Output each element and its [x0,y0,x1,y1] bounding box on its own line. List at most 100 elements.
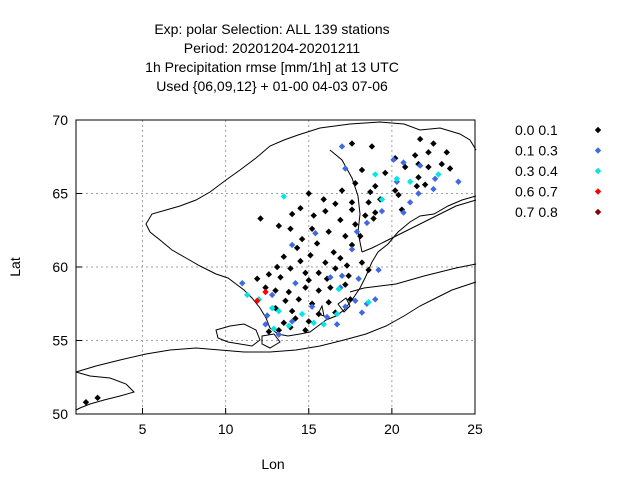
station-point [347,296,354,303]
station-point [416,162,424,169]
station-point [382,169,389,177]
x-axis-label: Lon [261,456,284,472]
title-line: 1h Precipitation rmse [mm/1h] at 13 UTC [145,59,399,75]
station-point [400,209,407,216]
station-point [413,182,421,190]
station-point [446,165,454,172]
station-point [302,269,309,277]
station-point [415,190,422,197]
station-point [372,171,379,178]
axis-ticks: 5 10 15 20 25 50 55 60 65 70 [52,112,483,437]
station-point [406,178,414,185]
station-point [372,296,379,303]
station-point [335,285,342,293]
station-point [275,327,283,334]
station-point [308,303,316,310]
x-tick-label: 25 [467,421,483,437]
y-tick-label: 70 [52,112,68,128]
station-point [280,193,288,200]
station-point [312,229,319,237]
station-point [455,178,462,185]
station-point [288,210,296,218]
station-point [352,221,359,228]
station-point [348,140,356,147]
station-point [268,291,276,299]
station-point [320,196,327,203]
station-point [287,265,294,272]
station-point [352,180,359,187]
station-point [435,171,442,178]
station-point [263,312,271,319]
chart-title: Exp: polar Selection: ALL 139 stations P… [0,20,544,96]
station-point [365,299,372,306]
station-point [275,331,283,338]
y-axis-label: Lat [7,257,23,277]
station-point [302,284,309,291]
station-point [348,246,356,253]
station-point [406,199,414,206]
station-point [438,160,445,168]
station-point [353,228,361,235]
station-point [411,152,419,159]
station-point [288,318,296,325]
grid-lines [76,120,475,414]
station-point [332,200,339,207]
station-point [393,175,401,182]
station-point [342,281,349,288]
station-point [338,272,346,280]
station-point [277,274,284,281]
station-point [338,143,346,150]
station-point [305,318,312,325]
station-point [363,219,371,227]
station-point [287,225,294,232]
station-point [305,190,312,197]
station-point [342,303,349,310]
legend-label: 0.6 0.7 [515,184,558,200]
station-point [288,307,296,315]
station-point [365,266,372,274]
station-point [368,143,376,150]
station-point [362,212,369,219]
station-point [302,327,309,334]
station-point [323,313,331,321]
station-point [425,163,432,171]
station-point [268,304,276,312]
station-point [254,275,261,282]
station-point [275,307,283,315]
station-point [322,207,329,215]
station-point [430,185,437,193]
legend-marker [594,167,602,175]
station-point [254,297,261,305]
y-tick-label: 60 [52,259,68,275]
station-point [390,156,397,163]
station-point [425,149,432,156]
station-point [333,310,341,318]
station-point [257,215,264,222]
station-point [295,296,302,303]
station-point [348,241,356,249]
station-point [378,207,386,215]
title-line: Exp: polar Selection: ALL 139 stations [154,21,390,37]
station-point [358,309,366,316]
station-point [325,228,332,235]
station-point [273,263,281,271]
title-line: Period: 20201204-20201211 [183,40,361,56]
station-point [430,140,437,147]
station-point [315,310,322,318]
station-point [244,291,251,299]
station-point [293,244,301,252]
station-point [395,191,402,199]
station-point [355,275,362,282]
station-point [280,319,288,327]
station-point [337,254,344,262]
station-point [270,325,278,332]
station-point [348,206,356,213]
y-tick-label: 55 [52,333,68,349]
legend-label: 0.0 0.1 [515,122,558,138]
station-point [265,271,273,278]
legend-label: 0.3 0.4 [515,163,558,179]
x-tick-label: 20 [384,421,400,437]
station-point [280,253,288,260]
station-point [315,287,322,294]
